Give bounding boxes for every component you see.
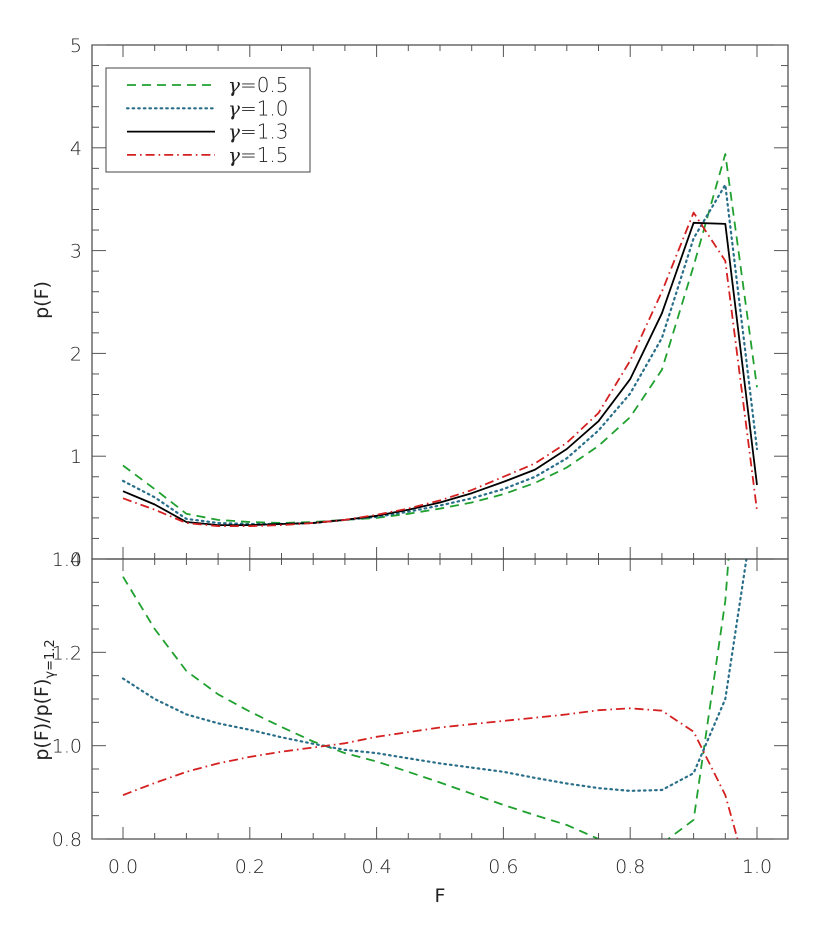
y-tick-label: 5 xyxy=(70,35,82,57)
x-tick-label: 0.4 xyxy=(361,856,391,878)
series-line-05 xyxy=(122,559,730,839)
x-axis-label: F xyxy=(435,885,446,907)
x-tick-label: 1.0 xyxy=(742,856,772,878)
x-tick-label: 0.2 xyxy=(235,856,265,878)
series-line-10 xyxy=(121,559,748,793)
series-line-10 xyxy=(121,183,759,526)
legend-label: γ=1.3 xyxy=(228,120,289,144)
y-tick-label: 0 xyxy=(70,549,82,571)
legend: γ=0.5γ=1.0γ=1.3γ=1.5 xyxy=(105,67,311,173)
bottom-y-axis-label: p(F)/p(F)γ=1.2 xyxy=(31,639,58,760)
y-tick-label: 0.8 xyxy=(52,829,82,851)
bottom-y-axis-label-subscript: γ=1.2 xyxy=(43,639,58,678)
legend-label: γ=0.5 xyxy=(228,73,289,97)
series-line-15 xyxy=(122,211,758,527)
y-tick-label: 1.4 xyxy=(52,549,82,571)
y-tick-label: 1 xyxy=(70,446,82,468)
y-tick-label: 1.0 xyxy=(52,736,82,758)
legend-label: γ=1.0 xyxy=(228,96,289,120)
axes-frame xyxy=(91,558,789,840)
y-tick-label: 2 xyxy=(70,343,82,365)
x-tick-label: 0.0 xyxy=(108,856,138,878)
x-tick-label: 0.8 xyxy=(615,856,645,878)
bottom-y-axis-label-main: p(F)/p(F) xyxy=(31,679,53,761)
series-line-13 xyxy=(122,221,758,526)
y-tick-label: 4 xyxy=(70,138,82,160)
top-y-axis-label: p(F) xyxy=(31,281,53,319)
bottom-panel: 0.8 1.0 1.2 1.4 0.0 0.2 0.4 0.6 0.8 1.0 xyxy=(52,549,789,878)
series-line-15 xyxy=(122,707,739,839)
x-tick-label: 0.6 xyxy=(488,856,518,878)
legend-label: γ=1.5 xyxy=(228,143,289,167)
y-tick-label: 1.2 xyxy=(52,642,82,664)
series-line-05 xyxy=(122,153,758,524)
y-tick-label: 3 xyxy=(70,241,82,263)
